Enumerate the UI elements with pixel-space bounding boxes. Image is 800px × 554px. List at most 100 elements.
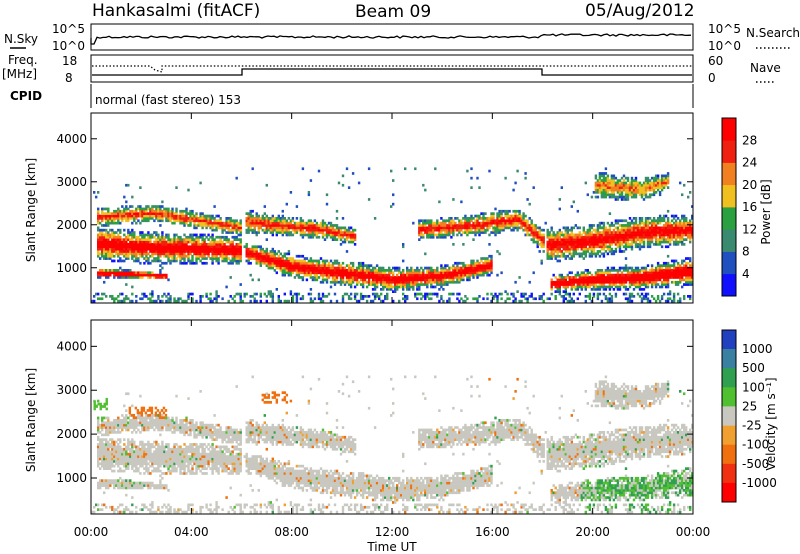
power-cell [442,235,445,239]
power-cell [299,261,303,265]
power-cell [636,186,640,189]
power-cell [524,233,527,237]
power-cell [664,276,668,279]
power-cell [315,221,319,225]
power-cell [596,271,600,275]
power-cell [540,259,543,263]
power-cell [209,243,212,246]
power-cell [225,224,228,227]
power-cell [367,295,371,298]
power-cell [642,243,646,246]
power-cell [482,257,485,260]
power-cell [131,235,134,239]
power-cell [610,183,614,187]
power-cell [632,231,636,234]
power-cell [588,240,592,244]
power-cell [341,278,345,282]
power-cell [117,219,120,223]
power-cell [562,283,565,286]
power-cell [199,214,202,218]
power-cell [442,221,445,225]
power-cell [618,219,622,223]
power-cell [227,228,230,232]
power-cell [279,226,282,230]
power-cell [618,238,622,241]
power-cell [291,297,295,301]
power-cell [606,193,610,197]
power-cell [590,243,594,246]
power-cell [129,243,132,246]
power-cell [612,181,616,185]
power-cell [133,271,136,275]
power-cell [137,271,140,275]
power-cell [480,264,483,267]
power-cell [434,273,437,277]
power-cell [450,217,453,220]
power-cell [624,176,628,180]
power-cell [430,278,433,282]
power-cell [199,235,202,239]
power-cell [418,278,421,282]
power-cell [133,209,136,213]
power-cell [558,288,561,291]
noise-right-tick-top: 10^5 [708,22,741,36]
power-cell [434,269,437,272]
power-cell [558,273,561,277]
power-cell [438,200,441,204]
power-cell [654,231,658,234]
power-cell [378,297,381,301]
power-cell [542,250,545,253]
power-cell [464,221,467,225]
power-cell [299,219,303,223]
power-cell [412,273,415,277]
power-cell [542,292,545,296]
power-cell [624,278,628,282]
power-cell [606,188,610,192]
power-cell [357,269,361,272]
power-cell [247,257,250,260]
power-cell [572,299,575,303]
power-cell [117,259,120,263]
power-cell [267,226,270,230]
power-cell [101,297,104,301]
power-cell [201,235,204,239]
power-cell [660,231,664,234]
power-cell [125,273,128,277]
power-cell [159,269,162,272]
power-cell [638,238,642,241]
power-cell [644,183,648,187]
power-cell [550,233,553,237]
power-cell [582,285,585,289]
power-cell [131,243,134,246]
power-cell [291,269,295,272]
power-cell [195,261,198,265]
power-cell [269,292,272,296]
power-cell [610,297,614,301]
power-cell [418,226,421,230]
power-cell [400,273,403,277]
power-cell [658,285,662,289]
power-cell [341,271,345,275]
power-cell [578,280,581,284]
power-cell [512,219,515,223]
power-cell [287,271,291,275]
power-cell [660,280,664,284]
power-cell [225,254,228,258]
power-cell [432,235,435,239]
power-cell [145,273,148,277]
power-cell [626,186,630,189]
power-cell [568,233,571,237]
power-cell [157,214,160,218]
power-cell [430,221,433,225]
power-cell [520,292,523,296]
power-cell [361,261,365,265]
power-cell [285,233,288,237]
power-cell [660,266,664,270]
power-cell [664,280,668,284]
power-cell [568,228,571,232]
power-cell [147,276,150,279]
power-cell [594,228,598,232]
power-cell [398,276,401,279]
power-cell [289,264,293,267]
power-cell [217,257,220,260]
